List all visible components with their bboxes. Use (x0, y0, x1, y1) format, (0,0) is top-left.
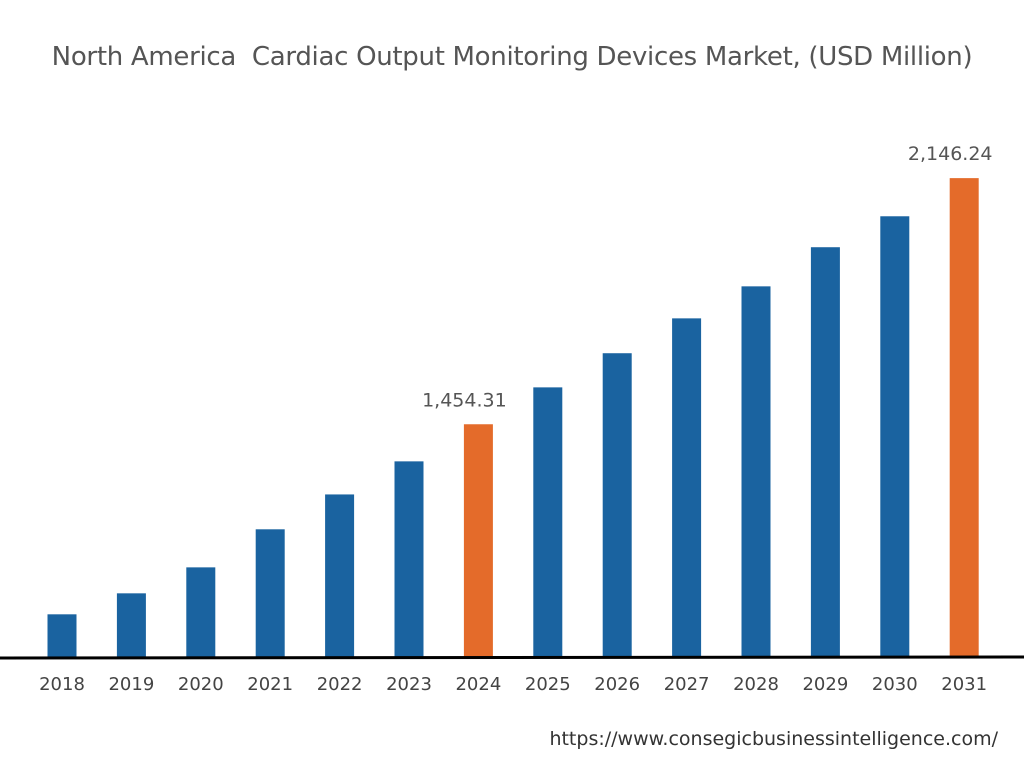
bar-2020 (186, 567, 216, 657)
x-tick-2021: 2021 (247, 674, 293, 695)
x-tick-2028: 2028 (733, 674, 779, 695)
data-label-2031: 2,146.24 (908, 143, 993, 165)
x-tick-2022: 2022 (317, 674, 363, 695)
x-tick-2023: 2023 (386, 674, 432, 695)
bar-2021 (255, 529, 285, 657)
x-tick-2027: 2027 (664, 674, 710, 695)
x-tick-2018: 2018 (39, 674, 85, 695)
bar-2019 (116, 593, 146, 657)
bar-2023 (394, 461, 424, 657)
bar-2026 (602, 353, 632, 657)
x-tick-2029: 2029 (802, 674, 848, 695)
bar-2031 (949, 178, 979, 657)
bar-2027 (672, 318, 702, 657)
bar-2018 (47, 614, 77, 657)
bar-2022 (325, 494, 355, 657)
bar-2030 (880, 216, 910, 657)
chart-title: North America Cardiac Output Monitoring … (51, 42, 973, 72)
bar-2024 (463, 424, 493, 657)
x-tick-2030: 2030 (872, 674, 918, 695)
x-tick-2031: 2031 (941, 674, 987, 695)
x-tick-2019: 2019 (108, 674, 154, 695)
x-tick-2025: 2025 (525, 674, 571, 695)
x-tick-2024: 2024 (455, 674, 501, 695)
bar-2025 (533, 387, 563, 657)
x-tick-2026: 2026 (594, 674, 640, 695)
x-axis-line (0, 655, 1024, 660)
bar-2029 (810, 247, 840, 657)
x-tick-2020: 2020 (178, 674, 224, 695)
bar-2028 (741, 286, 771, 657)
source-url[interactable]: https://www.consegicbusinessintelligence… (549, 728, 998, 750)
data-label-2024: 1,454.31 (422, 389, 507, 411)
